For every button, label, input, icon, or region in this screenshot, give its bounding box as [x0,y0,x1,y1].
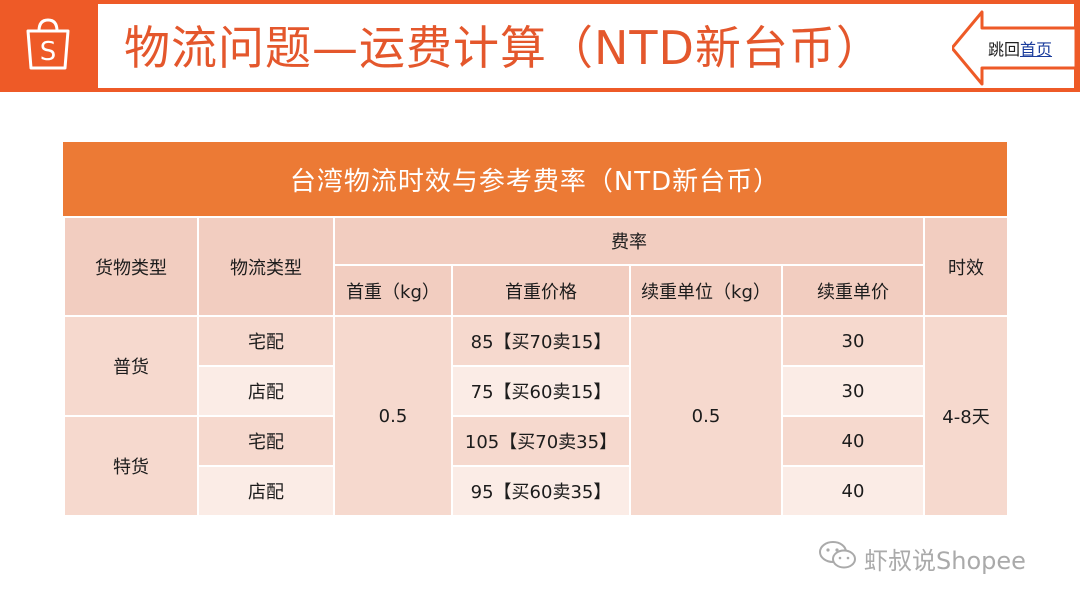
rates-table: 货物类型 物流类型 费率 时效 首重（kg） 首重价格 续重单位（kg） 续重单… [63,216,1009,517]
title-panel: 物流问题—运费计算（NTD新台币） [98,4,1074,88]
header-row: 货物类型 物流类型 费率 时效 [63,216,1009,317]
first-weight-cell: 0.5 [333,315,453,517]
header-logistics-type: 物流类型 [197,216,335,317]
cont-price-cell: 40 [781,465,925,517]
header-timing: 时效 [923,216,1009,317]
back-prefix: 跳回 [988,40,1021,59]
back-to-home-button[interactable]: 跳回首页 [952,8,1076,88]
table-row: 特货 宅配 105【买70卖35】 40 [63,415,1008,517]
logistics-cell: 店配 [197,465,335,517]
first-price-cell: 85【买70卖15】 [451,315,631,367]
first-price-cell: 95【买60卖35】 [451,465,631,517]
subheader-row: 首重（kg） 首重价格 续重单位（kg） 续重单价 [64,264,1008,317]
table-row: 店配 95【买60卖35】 40 [64,465,1008,517]
wechat-icon [818,539,858,577]
cont-unit-cell: 0.5 [629,315,783,517]
cont-price-cell: 30 [781,365,925,417]
shopee-bag-icon: S [23,16,73,76]
header-first-weight: 首重（kg） [333,264,453,317]
rates-table-panel: 台湾物流时效与参考费率（NTD新台币） 货物类型 物流类型 费率 时效 首重（k… [63,142,1009,517]
header-cont-price: 续重单价 [781,264,925,317]
cont-price-cell: 30 [781,315,925,367]
watermark: 虾叔说Shopee [818,536,1026,580]
logo-box: S [0,0,95,92]
header-cont-unit: 续重单位（kg） [629,264,783,317]
back-label: 跳回首页 [988,36,1052,60]
home-link[interactable]: 首页 [1020,40,1053,59]
table-row: 店配 75【买60卖15】 30 [64,365,1008,417]
goods-type-cell: 普货 [63,315,199,417]
timing-cell: 4-8天 [923,315,1009,517]
header-goods-type: 货物类型 [63,216,199,317]
first-price-cell: 105【买70卖35】 [451,415,631,467]
watermark-text: 虾叔说Shopee [864,546,1026,575]
page-title: 物流问题—运费计算（NTD新台币） [124,21,883,75]
goods-type-cell: 特货 [63,415,199,517]
left-arrow-icon [952,10,1076,86]
first-price-cell: 75【买60卖15】 [451,365,631,417]
header-rate: 费率 [333,216,925,266]
cont-price-cell: 40 [781,415,925,467]
logistics-cell: 宅配 [197,415,335,467]
table-title: 台湾物流时效与参考费率（NTD新台币） [63,142,1007,216]
table-row: 普货 宅配 0.5 85【买70卖15】 0.5 30 4-8天 [63,315,1009,517]
header-first-price: 首重价格 [451,264,631,317]
title-bar: 物流问题—运费计算（NTD新台币） [95,0,1080,92]
logistics-cell: 店配 [197,365,335,417]
logistics-cell: 宅配 [197,315,335,367]
svg-text:S: S [39,37,56,67]
